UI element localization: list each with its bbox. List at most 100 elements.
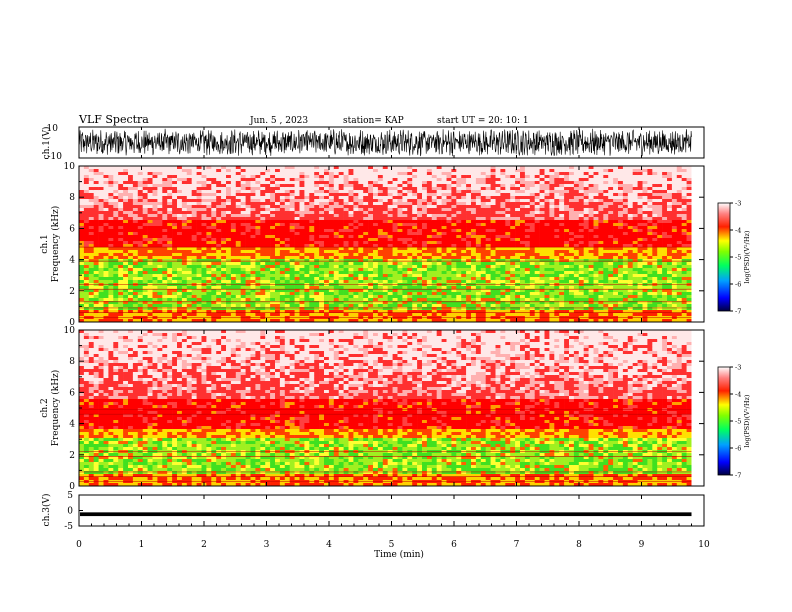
spectrogram-cell (500, 226, 506, 230)
spectrogram-cell (230, 190, 237, 194)
spectrogram-cell (524, 292, 531, 296)
spectrogram-cell (373, 307, 379, 311)
spectrogram-cell (392, 184, 398, 188)
spectrogram-cell (539, 262, 545, 266)
spectrogram-cell (294, 193, 300, 197)
spectrogram-cell (289, 256, 295, 260)
spectrogram-cell (397, 190, 403, 194)
spectrogram-cell (93, 238, 99, 242)
spectrogram-cell (152, 202, 158, 206)
spectrogram-cell (206, 256, 212, 260)
spectrogram-cell (299, 256, 305, 260)
spectrogram-cell (490, 211, 496, 215)
spectrogram-cell (147, 295, 153, 299)
spectrogram-cell (142, 250, 148, 254)
spectrogram-cell (515, 319, 521, 323)
spectrogram-cell (211, 256, 217, 260)
spectrogram-cell (358, 202, 364, 206)
spectrogram-cell (485, 181, 491, 185)
spectrogram-cell (172, 301, 178, 305)
spectrogram-cell (108, 244, 114, 248)
spectrogram-cell (480, 274, 486, 278)
spectrogram-cell (422, 259, 428, 263)
spectrogram-cell (524, 214, 531, 218)
spectrogram-cell (466, 265, 472, 269)
spectrogram-cell (88, 244, 94, 248)
spectrogram-cell (88, 259, 94, 263)
spectrogram-cell (397, 310, 403, 314)
spectrogram-cell (328, 193, 335, 197)
spectrogram-cell (128, 232, 134, 236)
spectrogram-cell (377, 286, 384, 290)
spectrogram-cell (162, 229, 168, 233)
spectrogram-cell (211, 301, 217, 305)
spectrogram-cell (520, 184, 526, 188)
spectrogram-cell (495, 205, 501, 209)
spectrogram-cell (328, 310, 335, 314)
spectrogram-cell (128, 184, 134, 188)
spectrogram-cell (294, 175, 300, 179)
spectrogram-cell (343, 235, 349, 239)
spectrogram-cell (177, 229, 183, 233)
spectrogram-cell (230, 202, 237, 206)
spectrogram-cell (108, 301, 114, 305)
spectrogram-cell (304, 235, 310, 239)
spectrogram-cell (216, 205, 222, 209)
spectrogram-cell (490, 181, 496, 185)
spectrogram-cell (382, 238, 388, 242)
spectrogram-cell (147, 187, 153, 191)
spectrogram-cell (260, 223, 266, 227)
spectrogram-cell (505, 193, 511, 197)
spectrogram-cell (172, 262, 178, 266)
spectrogram-cell (319, 205, 325, 209)
spectrogram-cell (446, 319, 452, 323)
spectrogram-cell (407, 238, 413, 242)
spectrogram-cell (123, 247, 129, 251)
spectrogram-cell (250, 199, 256, 203)
spectrogram-cell (510, 187, 516, 191)
spectrogram-cell (221, 319, 227, 323)
spectrogram-cell (510, 304, 516, 308)
spectrogram-cell (353, 250, 359, 254)
spectrogram-cell (387, 280, 393, 284)
spectrogram-cell (270, 178, 276, 182)
spectrogram-cell (358, 241, 364, 245)
spectrogram-cell (338, 190, 344, 194)
spectrogram-cell (343, 178, 349, 182)
spectrogram-cell (422, 265, 428, 269)
spectrogram-cell (299, 181, 305, 185)
spectrogram-cell (368, 166, 374, 170)
spectrogram-cell (191, 229, 197, 233)
spectrogram-cell (417, 256, 423, 260)
spectrogram-cell (358, 268, 364, 272)
spectrogram-cell (250, 241, 256, 245)
spectrogram-cell (167, 175, 173, 179)
spectrogram-cell (363, 187, 369, 191)
spectrogram-cell (328, 232, 335, 236)
spectrogram-cell (191, 247, 197, 251)
spectrogram-cell (162, 268, 168, 272)
spectrogram-cell (98, 193, 104, 197)
spectrogram-cell (157, 256, 163, 260)
spectrogram-cell (510, 190, 516, 194)
spectrogram-cell (108, 277, 114, 281)
spectrogram-cell (309, 286, 315, 290)
spectrogram-cell (299, 310, 305, 314)
spectrogram-cell (118, 214, 124, 218)
spectrogram-cell (186, 199, 192, 203)
date-label: Jun. 5 , 2023 (249, 116, 308, 126)
spectrogram-cell (505, 205, 511, 209)
spectrogram-cell (172, 289, 178, 293)
spectrogram-cell (451, 295, 457, 299)
spectrogram-cell (245, 301, 251, 305)
spectrogram-cell (544, 181, 550, 185)
spectrogram-cell (196, 181, 202, 185)
spectrogram-cell (431, 304, 437, 308)
spectrogram-cell (373, 253, 379, 257)
spectrogram-cell (240, 319, 246, 323)
spectrogram-cell (260, 235, 266, 239)
spectrogram-cell (319, 223, 325, 227)
spectrogram-cell (495, 292, 501, 296)
spectrogram-cell (529, 247, 535, 251)
spectrogram-cell (426, 202, 433, 206)
